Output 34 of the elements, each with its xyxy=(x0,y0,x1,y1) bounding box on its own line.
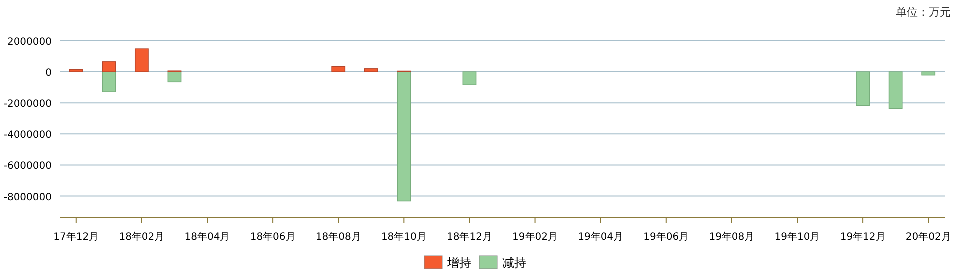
bar xyxy=(856,72,870,106)
x-tick-label: 17年12月 xyxy=(54,231,100,243)
bar xyxy=(332,66,346,72)
x-tick-label: 18年06月 xyxy=(250,231,296,243)
x-tick-label: 19年04月 xyxy=(578,231,624,243)
x-tick-label: 19年06月 xyxy=(644,231,690,243)
x-tick-label: 20年02月 xyxy=(906,231,952,243)
x-tick-label: 19年12月 xyxy=(840,231,886,243)
y-tick-label: -8000000 xyxy=(4,192,52,204)
bar xyxy=(364,68,378,72)
x-tick-label: 19年02月 xyxy=(512,231,558,243)
y-tick-label: -6000000 xyxy=(4,161,52,172)
y-tick-label: 2000000 xyxy=(7,37,52,48)
x-tick-label: 19年10月 xyxy=(774,231,820,243)
x-tick-label: 18年02月 xyxy=(119,231,165,243)
x-tick-label: 18年08月 xyxy=(316,231,362,243)
bar xyxy=(397,72,412,202)
x-tick-label: 18年10月 xyxy=(381,231,427,243)
x-tick-label: 19年08月 xyxy=(709,231,755,243)
legend-label: 增持 xyxy=(446,256,472,270)
bar xyxy=(462,72,477,86)
y-tick-label: 0 xyxy=(46,68,52,80)
y-tick-label: -4000000 xyxy=(4,130,52,142)
bar xyxy=(888,72,903,110)
bar xyxy=(102,72,116,92)
text: 单位：万元 xyxy=(896,6,951,19)
bar xyxy=(102,62,116,72)
legend-label: 减持 xyxy=(502,256,526,270)
bar xyxy=(134,48,149,72)
x-tick-label: 18年04月 xyxy=(184,231,230,243)
x-tick-label: 18年12月 xyxy=(446,231,492,243)
bar xyxy=(69,69,84,72)
bar xyxy=(922,72,936,76)
y-tick-label: -2000000 xyxy=(4,99,52,110)
